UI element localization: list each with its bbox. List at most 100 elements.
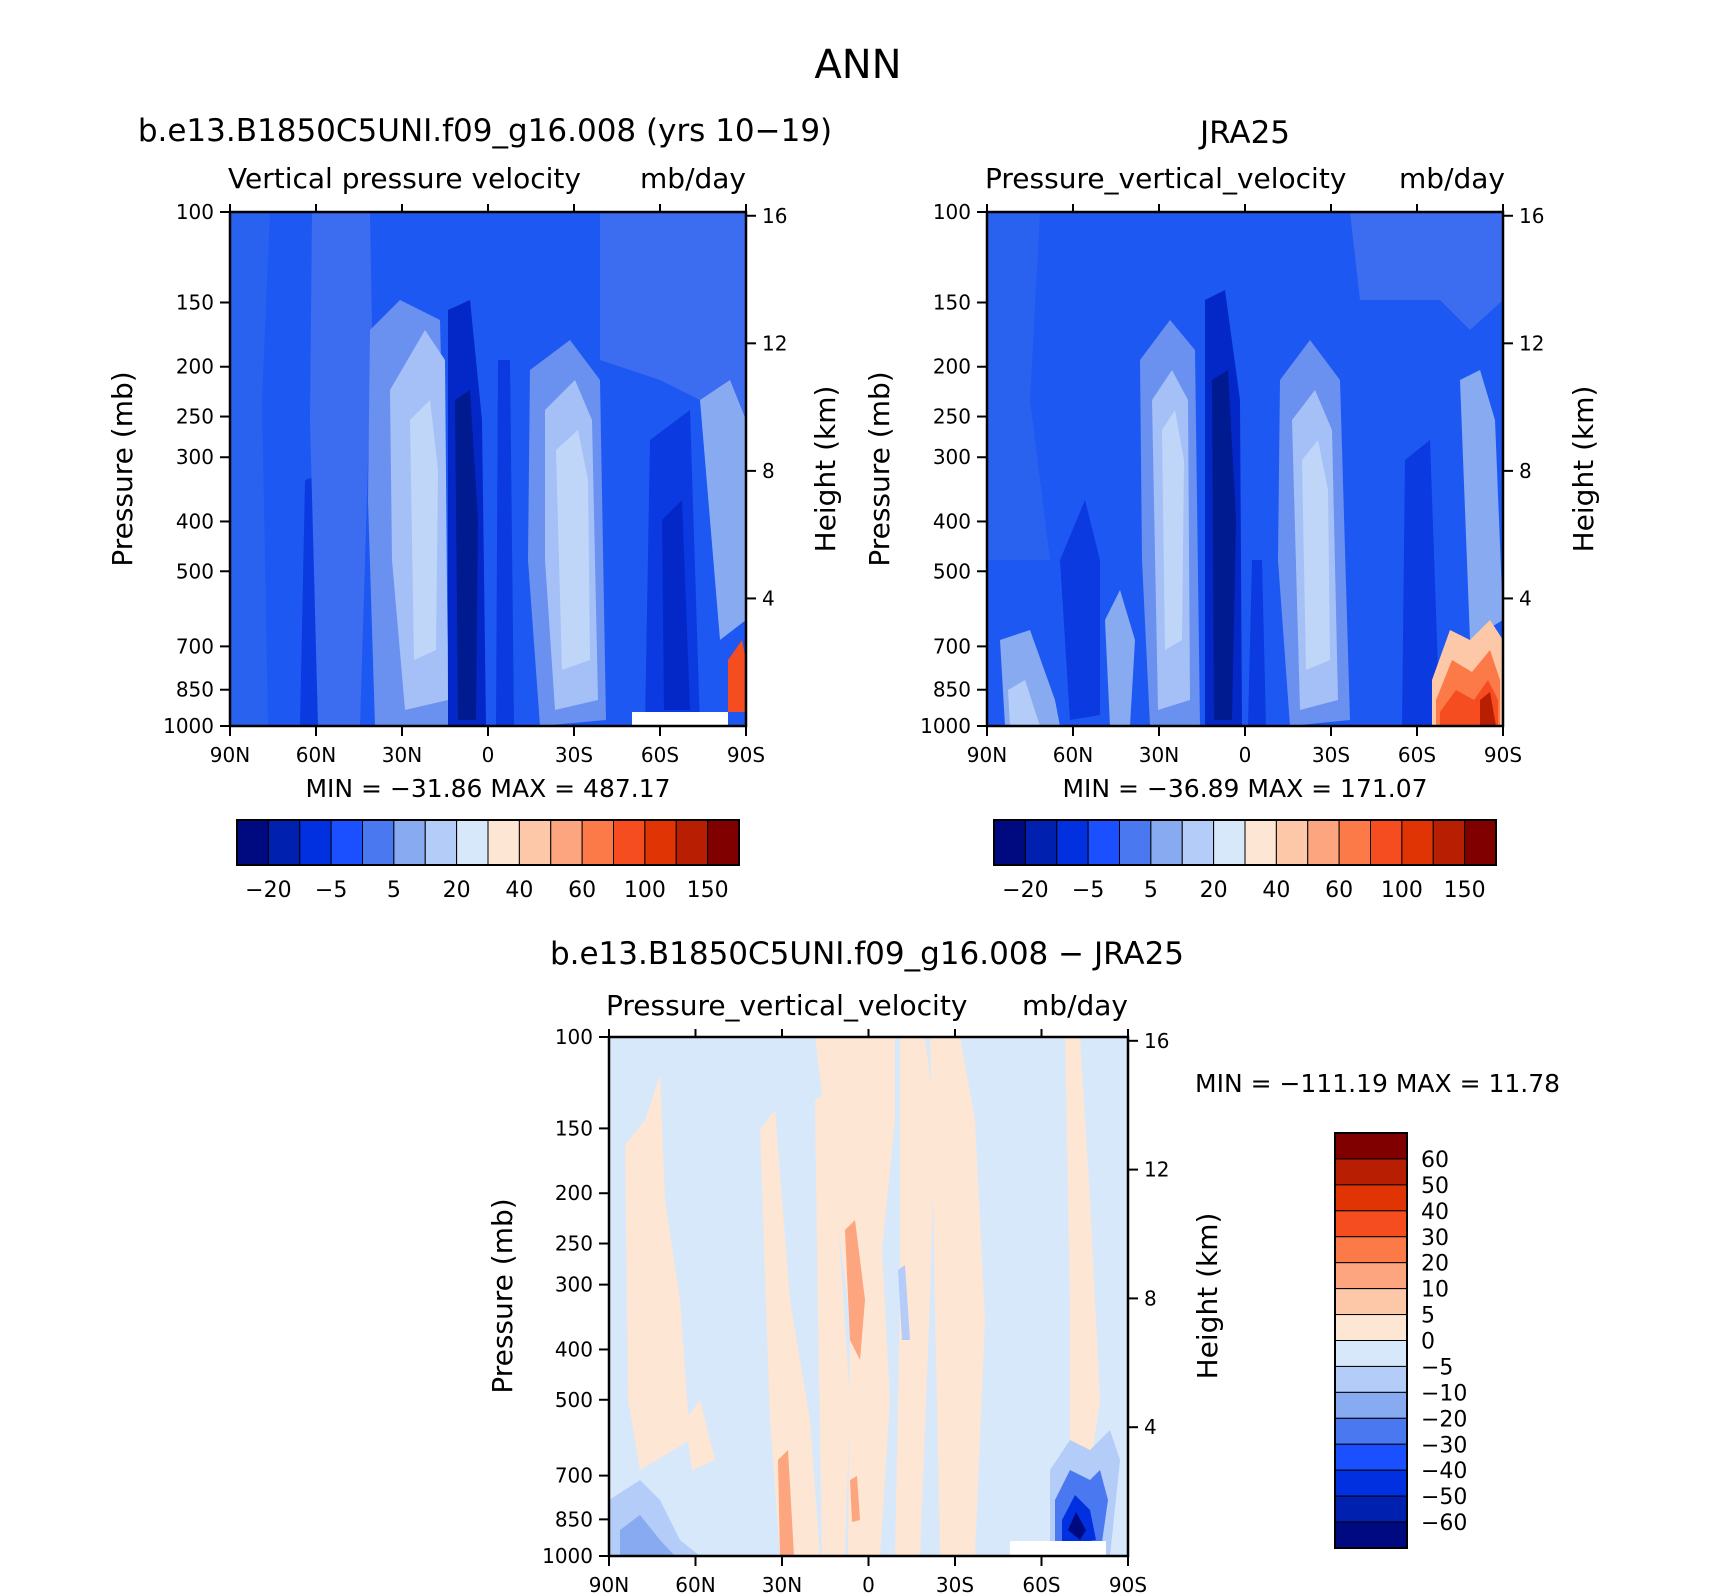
panel-diff-colorbar-box — [1334, 1391, 1408, 1419]
panel-diff-ytick-label: 700 — [555, 1464, 593, 1488]
panel-model-band-30n-lightest — [410, 400, 438, 660]
panel-model-colorbar-box — [675, 819, 709, 866]
panel-diff-colorbar-label: −40 — [1421, 1459, 1467, 1484]
panel-obs-xtick-label: 0 — [1239, 743, 1252, 767]
panel-obs-colorbar-box — [1213, 819, 1246, 866]
panel-diff-band-60s-warm — [1065, 1037, 1100, 1470]
panel-model-colorbar-box — [424, 819, 458, 866]
panel-model-band-60n-light — [310, 212, 372, 726]
panel-diff-colorbar-label: −10 — [1421, 1381, 1467, 1406]
panel-diff-band-nh-low-cooler — [620, 1515, 675, 1556]
panel-model-colorbar-box — [644, 819, 677, 866]
panel-model-band-nh-polar-light — [230, 212, 270, 726]
panel-model-xticks: 90N 60N 30N 0 30S 60S 90S — [210, 743, 765, 767]
panel-diff-colorbar-label: 50 — [1421, 1174, 1449, 1199]
panel-model-title: b.e13.B1850C5UNI.f09_g16.008 (yrs 10−19) — [138, 113, 832, 149]
panel-diff-colorbar-box — [1334, 1495, 1408, 1523]
panel-model-band-eq-dark — [496, 360, 514, 726]
panel-diff-colorbar-box — [1334, 1521, 1408, 1549]
panel-diff-colorbar-box — [1334, 1184, 1408, 1212]
panel-obs-colorbar-box — [1464, 819, 1497, 866]
panel-diff-xtick-label: 90N — [589, 1573, 629, 1596]
panel-obs-colorbar-box — [1056, 819, 1089, 866]
panel-diff-xtick-label: 60N — [675, 1573, 715, 1596]
panel-diff-y2label: Height (km) — [1191, 1213, 1224, 1380]
panel-diff-colorbar-box — [1334, 1443, 1408, 1471]
panel-diff-xtick-label: 30S — [936, 1573, 974, 1596]
panel-diff-xticks: 90N 60N 30N 0 30S 60S 90S — [589, 1573, 1147, 1596]
panel-model-y2label: Height (km) — [809, 386, 842, 553]
panel-model-ytick-label: 100 — [176, 200, 214, 224]
panel-model-plot-area — [228, 210, 748, 728]
panel-model-xtick-label: 90S — [727, 743, 765, 767]
panel-obs-band-40n-light — [1105, 590, 1135, 726]
panel-diff-ytick-label: 850 — [555, 1507, 593, 1531]
panel-model-colorbar-label: 150 — [687, 878, 729, 903]
panel-model-missing-data — [632, 712, 728, 726]
panel-diff: b.e13.B1850C5UNI.f09_g16.008 − JRA25 Pre… — [486, 936, 1560, 1596]
panel-diff-colorbar-label: 60 — [1421, 1148, 1449, 1173]
panel-diff-colorbar-label: 40 — [1421, 1200, 1449, 1225]
panel-diff-colorbar-box — [1334, 1132, 1408, 1160]
panel-diff-band-10s-cool — [898, 1265, 910, 1340]
panel-obs-band-30s-lightest — [1302, 440, 1330, 670]
panel-diff-y2ticks: 16 12 8 4 — [1144, 1029, 1169, 1439]
panel-obs-y2label: Height (km) — [1567, 386, 1600, 553]
panel-obs-band-60s-dark — [1402, 440, 1440, 726]
panel-diff-colorbar-box — [1334, 1314, 1408, 1341]
panel-obs-band-sh-upper-light — [1350, 212, 1503, 330]
panel-model-band-60s-core — [662, 500, 690, 710]
panel-obs-ytick-label: 100 — [933, 200, 971, 224]
panel-obs-colorbar-box — [1307, 819, 1340, 866]
panel-obs-colorbar-box — [1338, 819, 1371, 866]
panel-diff-plot-area — [607, 1035, 1130, 1558]
panel-diff-ytick-label: 400 — [555, 1337, 593, 1361]
panel-obs-colorbar: −20 −5 5 20 40 60 100 150 — [993, 819, 1497, 903]
panel-diff-ylabel: Pressure (mb) — [486, 1198, 519, 1393]
panel-obs: JRA25 Pressure_vertical_velocity mb/day — [863, 115, 1600, 903]
panel-diff-colorbar-frame — [1334, 1132, 1408, 1549]
panel-diff-colorbar-label: 0 — [1421, 1330, 1435, 1355]
panel-model-colorbar-label: 20 — [443, 878, 471, 903]
panel-obs-colorbar-box — [1401, 819, 1434, 866]
panel-diff-colorbar-label: 10 — [1421, 1278, 1449, 1303]
panel-model-y2tick-label: 8 — [762, 459, 775, 483]
panel-model-subtitle-right: mb/day — [640, 162, 746, 195]
panel-diff-subtitle-left: Pressure_vertical_velocity — [606, 989, 967, 1022]
panel-diff-band-35n-warm — [760, 1110, 820, 1556]
panel-model-colorbar-label: 40 — [505, 878, 533, 903]
panel-model-colorbar-box — [267, 819, 301, 866]
panel-obs-colorbar-box — [1024, 819, 1058, 866]
panel-obs-colorbar-box — [993, 819, 1026, 866]
panel-obs-colorbar-label: 20 — [1200, 878, 1228, 903]
panel-obs-colorbar-box — [1275, 819, 1309, 866]
figure-title: ANN — [814, 42, 901, 88]
panel-model-ytick-label: 1000 — [163, 714, 214, 738]
panel-diff-colorbar-box — [1334, 1210, 1408, 1238]
panel-diff-xtick-label: 90S — [1109, 1573, 1147, 1596]
panel-model-colorbar-box — [330, 819, 363, 866]
panel-obs-plot-area — [985, 210, 1505, 728]
panel-diff-band-55n-warm — [685, 1400, 715, 1470]
panel-diff-axes: Pressure (mb) Height (km) 100 150 200 250 30… — [486, 1025, 1224, 1596]
panel-model-colorbar-label: −5 — [315, 878, 347, 903]
panel-diff-ytick-label: 250 — [555, 1232, 593, 1256]
panel-obs-band-itcz-core — [1212, 370, 1236, 720]
panel-obs-ytick-label: 500 — [933, 559, 971, 583]
panel-obs-colorbar-label: −5 — [1072, 878, 1104, 903]
panel-obs-y2tick-label: 4 — [1519, 586, 1532, 610]
panel-model-colorbar-box — [393, 819, 426, 866]
panel-diff-colorbar-label: 5 — [1421, 1304, 1435, 1329]
panel-obs-colorbar-label: 60 — [1325, 878, 1353, 903]
panel-obs-colorbar-label: 5 — [1144, 878, 1158, 903]
panel-obs-colorbar-box — [1119, 819, 1152, 866]
panel-obs-band-nh-polar — [987, 212, 1050, 560]
panel-model-y2tick-label: 4 — [762, 586, 775, 610]
panel-obs-xticks: 90N 60N 30N 0 30S 60S 90S — [967, 743, 1522, 767]
panel-diff-ytick-label: 1000 — [542, 1544, 593, 1568]
panel-diff-xtick-label: 30N — [762, 1573, 802, 1596]
panel-obs-subtitle-right: mb/day — [1399, 162, 1505, 195]
panel-model-colorbar-box — [487, 819, 520, 866]
